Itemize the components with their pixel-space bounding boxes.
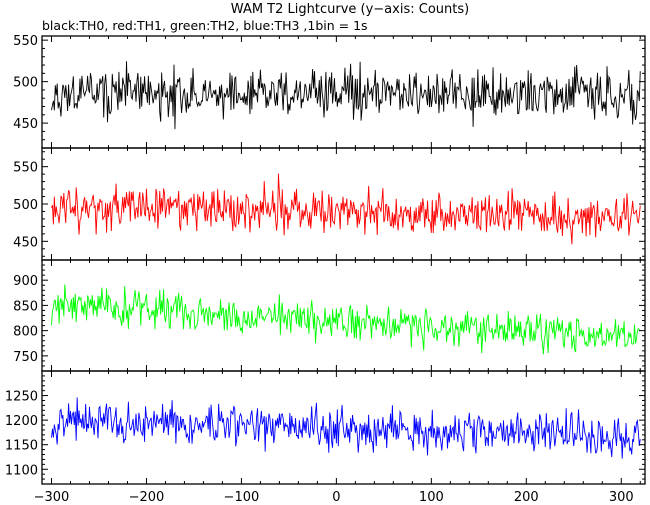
ytick-label: 1100 xyxy=(5,463,38,478)
panel-3: 750 800 850 900 xyxy=(13,259,646,372)
panel-1: 450 500 550 xyxy=(13,34,646,149)
xtick-label: 300 xyxy=(609,490,634,505)
chart-title: WAM T2 Lightcurve (y−axis: Counts) xyxy=(231,2,469,17)
ytick-label: 900 xyxy=(13,274,38,289)
ytick-label: 550 xyxy=(13,161,38,176)
panel-4: 1100 1150 1200 1250 −300 −200 −100 0 100 200 300 xyxy=(5,370,646,505)
ytick-label: 450 xyxy=(13,235,38,250)
panels: 450 500 550 450 500 550 750 800 850 900 1100 1150 12… xyxy=(5,34,646,505)
ytick-label: 500 xyxy=(13,76,38,91)
ytick-label: 1150 xyxy=(5,439,38,454)
xtick-label: −200 xyxy=(129,490,165,505)
xtick-label: 0 xyxy=(332,490,340,505)
series-line-TH1 xyxy=(51,173,641,245)
series-line-TH0 xyxy=(51,61,641,130)
series-line-TH2 xyxy=(51,284,641,355)
ytick-label: 500 xyxy=(13,198,38,213)
panel-frame xyxy=(41,370,646,485)
ytick-label: 750 xyxy=(13,350,38,365)
series-line-TH3 xyxy=(51,397,641,459)
panel-frame xyxy=(41,259,646,372)
xtick-label: 200 xyxy=(514,490,539,505)
ytick-label: 1200 xyxy=(5,414,38,429)
ytick-label: 550 xyxy=(13,34,38,49)
ytick-label: 450 xyxy=(13,117,38,132)
ytick-label: 850 xyxy=(13,299,38,314)
ytick-label: 800 xyxy=(13,325,38,340)
xtick-label: −300 xyxy=(34,490,70,505)
ytick-label: 1250 xyxy=(5,390,38,405)
chart-subtitle: black:TH0, red:TH1, green:TH2, blue:TH3 … xyxy=(42,18,368,33)
xtick-label: 100 xyxy=(419,490,444,505)
panel-2: 450 500 550 xyxy=(13,147,646,261)
xtick-label: −100 xyxy=(224,490,260,505)
